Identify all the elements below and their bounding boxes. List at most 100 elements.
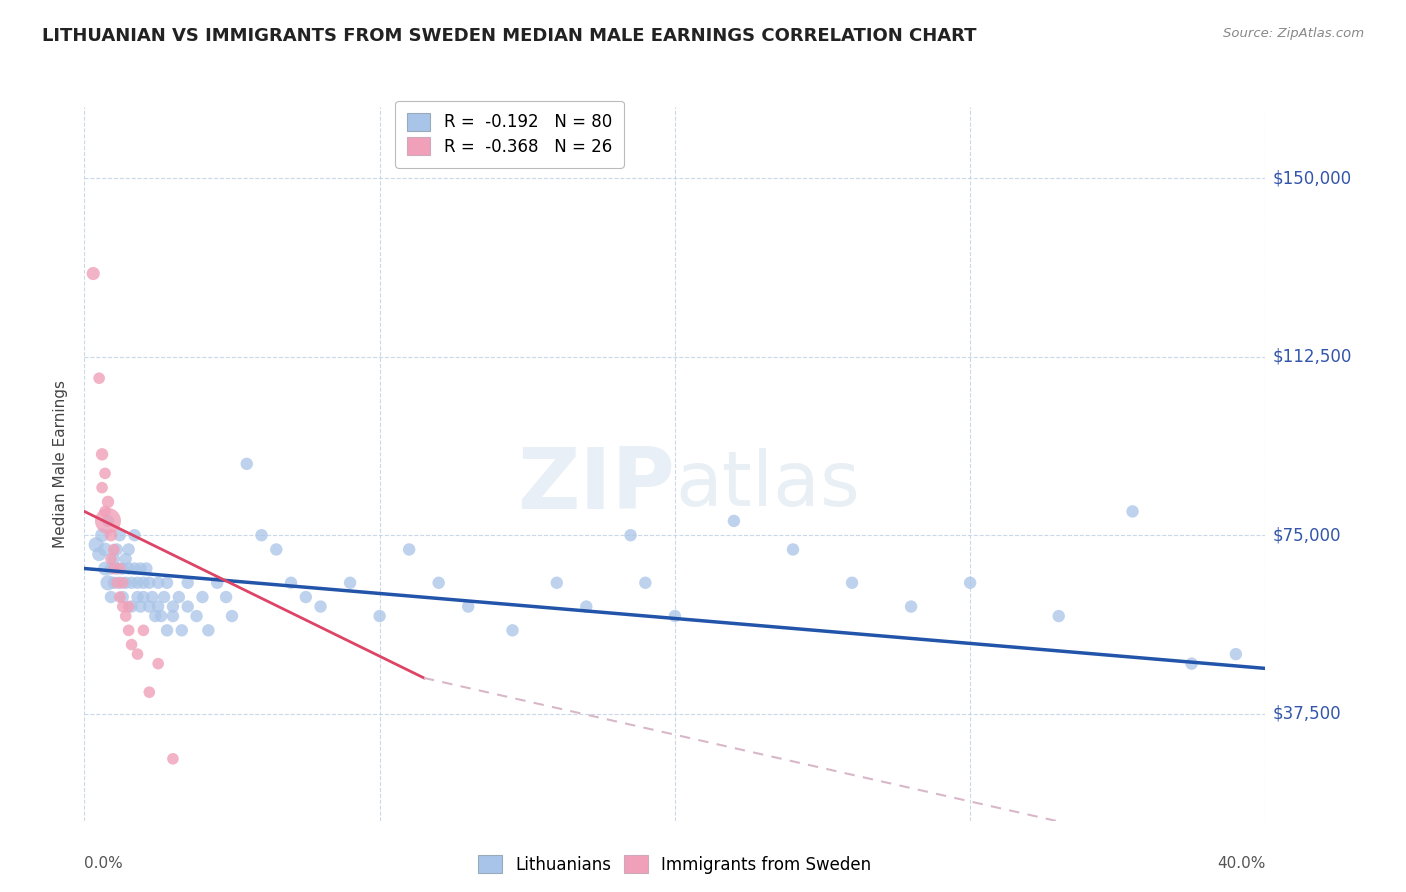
Text: $150,000: $150,000 xyxy=(1272,169,1351,187)
Point xyxy=(114,552,136,566)
Legend: Lithuanians, Immigrants from Sweden: Lithuanians, Immigrants from Sweden xyxy=(468,845,882,884)
Point xyxy=(295,590,318,604)
Point xyxy=(177,575,200,590)
Y-axis label: Median Male Earnings: Median Male Earnings xyxy=(53,380,69,548)
Point xyxy=(103,575,125,590)
Point xyxy=(156,575,179,590)
Point xyxy=(105,561,128,575)
Text: 40.0%: 40.0% xyxy=(1218,856,1265,871)
Point xyxy=(138,599,160,614)
Point xyxy=(84,538,107,552)
Point xyxy=(221,609,243,624)
Point xyxy=(103,542,125,557)
Point xyxy=(634,575,657,590)
Text: $37,500: $37,500 xyxy=(1272,705,1341,723)
Point xyxy=(148,599,170,614)
Point xyxy=(97,575,120,590)
Point xyxy=(94,542,117,557)
Point xyxy=(309,599,332,614)
Point xyxy=(129,561,152,575)
Point xyxy=(121,599,143,614)
Point xyxy=(619,528,641,542)
Text: $75,000: $75,000 xyxy=(1272,526,1341,544)
Point xyxy=(162,599,184,614)
Point xyxy=(900,599,922,614)
Point xyxy=(111,561,134,575)
Point xyxy=(82,267,104,281)
Point xyxy=(103,552,125,566)
Point xyxy=(127,575,149,590)
Point xyxy=(841,575,863,590)
Point xyxy=(138,575,160,590)
Point xyxy=(100,552,122,566)
Text: Source: ZipAtlas.com: Source: ZipAtlas.com xyxy=(1223,27,1364,40)
Point xyxy=(148,575,170,590)
Point xyxy=(170,624,193,638)
Point xyxy=(1122,504,1144,518)
Point xyxy=(132,575,155,590)
Point xyxy=(124,528,146,542)
Point xyxy=(575,599,598,614)
Point xyxy=(398,542,420,557)
Point xyxy=(111,590,134,604)
Point xyxy=(118,561,141,575)
Point xyxy=(177,599,200,614)
Point xyxy=(138,685,160,699)
Point xyxy=(427,575,450,590)
Point xyxy=(546,575,568,590)
Point xyxy=(103,561,125,575)
Point xyxy=(235,457,259,471)
Point xyxy=(132,590,155,604)
Point xyxy=(124,561,146,575)
Point xyxy=(132,624,155,638)
Point xyxy=(143,609,166,624)
Point xyxy=(167,590,190,604)
Text: $112,500: $112,500 xyxy=(1272,348,1351,366)
Point xyxy=(100,561,122,575)
Point xyxy=(1225,647,1247,661)
Point xyxy=(121,638,143,652)
Point xyxy=(264,542,288,557)
Point xyxy=(108,575,131,590)
Point xyxy=(205,575,228,590)
Point xyxy=(215,590,238,604)
Point xyxy=(280,575,302,590)
Point xyxy=(250,528,273,542)
Point xyxy=(108,528,131,542)
Text: atlas: atlas xyxy=(675,449,859,522)
Point xyxy=(162,752,184,766)
Point xyxy=(186,609,208,624)
Text: LITHUANIAN VS IMMIGRANTS FROM SWEDEN MEDIAN MALE EARNINGS CORRELATION CHART: LITHUANIAN VS IMMIGRANTS FROM SWEDEN MED… xyxy=(42,27,977,45)
Point xyxy=(97,514,120,528)
Point xyxy=(1180,657,1202,671)
Point xyxy=(141,590,163,604)
Point xyxy=(108,561,131,575)
Point xyxy=(191,590,214,604)
Point xyxy=(91,528,114,542)
Point xyxy=(118,624,141,638)
Point xyxy=(150,609,173,624)
Point xyxy=(1047,609,1070,624)
Point xyxy=(118,599,141,614)
Point xyxy=(156,624,179,638)
Point xyxy=(197,624,219,638)
Text: 0.0%: 0.0% xyxy=(84,856,124,871)
Text: ZIP: ZIP xyxy=(517,443,675,527)
Point xyxy=(111,599,134,614)
Point xyxy=(153,590,176,604)
Point xyxy=(94,561,117,575)
Point xyxy=(457,599,479,614)
Point xyxy=(121,575,143,590)
Point xyxy=(959,575,981,590)
Point xyxy=(91,481,114,495)
Point xyxy=(114,575,136,590)
Point xyxy=(108,590,131,604)
Point xyxy=(782,542,804,557)
Point xyxy=(162,609,184,624)
Point xyxy=(91,447,114,461)
Point xyxy=(114,609,136,624)
Point xyxy=(100,528,122,542)
Point xyxy=(111,575,134,590)
Point xyxy=(100,590,122,604)
Point xyxy=(97,514,120,528)
